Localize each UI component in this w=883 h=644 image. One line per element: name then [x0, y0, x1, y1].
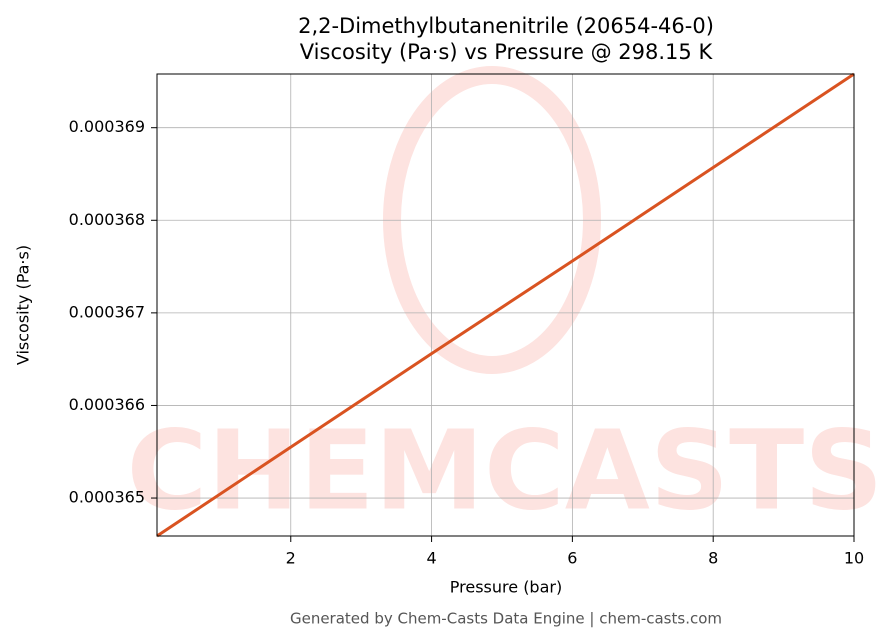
x-tick-label: 6	[567, 549, 577, 568]
chart-subtitle: Viscosity (Pa·s) vs Pressure @ 298.15 K	[300, 40, 714, 64]
y-axis-label: Viscosity (Pa·s)	[14, 245, 33, 365]
x-tick-label: 4	[426, 549, 436, 568]
chart-title: 2,2-Dimethylbutanenitrile (20654-46-0)	[298, 14, 714, 38]
series-line	[156, 72, 855, 538]
x-tick-label: 10	[844, 549, 864, 568]
footer: Generated by Chem-Casts Data Engine | ch…	[290, 610, 722, 628]
x-tick-label: 8	[708, 549, 718, 568]
y-tick-label: 0.000369	[69, 117, 145, 136]
y-tick-label: 0.000368	[69, 210, 145, 229]
watermark: CHEMCASTS	[127, 406, 883, 534]
y-tick-label: 0.000367	[69, 302, 145, 321]
x-axis-label: Pressure (bar)	[450, 578, 562, 597]
plot-frame	[156, 73, 855, 537]
x-tick-label: 2	[286, 549, 296, 568]
y-tick-label: 0.000365	[69, 488, 145, 507]
y-tick-label: 0.000366	[69, 395, 145, 414]
